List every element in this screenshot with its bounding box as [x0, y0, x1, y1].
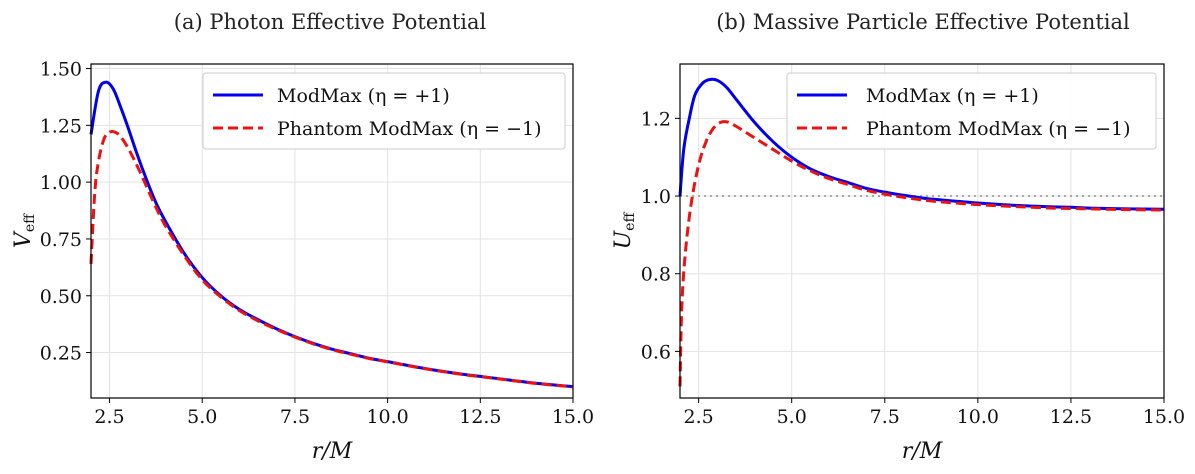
x-tick-label: 15.0 [552, 406, 594, 428]
panel-a-photon-potential: (a) Photon Effective Potential 2.5 5.0 7.5… [11, 10, 594, 464]
x-tick-label: 5.0 [187, 406, 217, 428]
panel-a-y-axis-label-main: V [11, 230, 36, 248]
x-tick-label: 12.5 [459, 406, 501, 428]
panel-b-legend-label-phantom: Phantom ModMax (η = −1) [866, 118, 1131, 140]
x-tick-label: 10.0 [366, 406, 408, 428]
panel-a-series [89, 80, 574, 389]
x-tick-label: 10.0 [957, 406, 999, 428]
panel-b-series [678, 77, 1165, 387]
panel-a-plot-frame [90, 63, 574, 399]
panel-b-y-axis-label: Ueff [611, 212, 638, 250]
panel-b-plot-frame [679, 63, 1165, 399]
y-tick-label: 1.00 [40, 172, 82, 194]
y-tick-label: 1.25 [40, 115, 82, 137]
y-tick-label: 0.6 [641, 341, 671, 363]
x-tick-label: 7.5 [870, 406, 900, 428]
panel-a-legend-box [202, 72, 566, 150]
x-tick-label: 15.0 [1143, 406, 1185, 428]
series-line-phantom-modmax [89, 129, 574, 389]
panel-b-legend-label-modmax: ModMax (η = +1) [866, 85, 1039, 107]
x-tick-label: 7.5 [280, 406, 310, 428]
panel-b-title: (b) Massive Particle Effective Potential [716, 10, 1130, 34]
x-tick-label: 12.5 [1050, 406, 1092, 428]
y-tick-label: 1.2 [641, 108, 671, 130]
y-tick-label: 0.25 [40, 343, 82, 365]
panel-a-legend: ModMax (η = +1) Phantom ModMax (η = −1) [202, 72, 566, 150]
panel-a-title: (a) Photon Effective Potential [174, 10, 487, 34]
y-tick-label: 1.50 [40, 59, 82, 81]
y-tick-label: 1.0 [641, 186, 671, 208]
panel-b-massive-particle-potential: (b) Massive Particle Effective Potential… [611, 10, 1185, 464]
panel-b-x-axis-label: r/M [902, 439, 943, 464]
y-tick-label: 0.75 [40, 229, 82, 251]
panel-a-ticks: 2.5 5.0 7.5 10.0 12.5 15.0 0.25 0.50 0.75 1.00 1.2… [40, 59, 594, 428]
panel-a-x-axis-label: r/M [312, 439, 353, 464]
x-tick-label: 2.5 [684, 406, 714, 428]
series-line-modmax [678, 77, 1165, 211]
x-tick-label: 5.0 [777, 406, 807, 428]
x-tick-label: 2.5 [94, 406, 124, 428]
panel-b-ticks: 2.5 5.0 7.5 10.0 12.5 15.0 0.6 0.8 1.0 1.2 [641, 108, 1185, 428]
panel-b-legend: ModMax (η = +1) Phantom ModMax (η = −1) [786, 72, 1157, 150]
panel-a-y-axis-label-sub: eff [22, 213, 38, 232]
panel-b-legend-box [786, 72, 1157, 150]
series-line-phantom-modmax [678, 120, 1165, 387]
panel-b-y-axis-label-sub: eff [622, 212, 638, 231]
y-tick-label: 0.8 [641, 264, 671, 286]
panel-b-y-axis-label-main: U [611, 229, 636, 249]
y-tick-label: 0.50 [40, 286, 82, 308]
panel-a-legend-label-phantom: Phantom ModMax (η = −1) [277, 118, 542, 140]
panel-a-legend-label-modmax: ModMax (η = +1) [277, 85, 450, 107]
panel-a-y-axis-label: Veff [11, 213, 38, 248]
